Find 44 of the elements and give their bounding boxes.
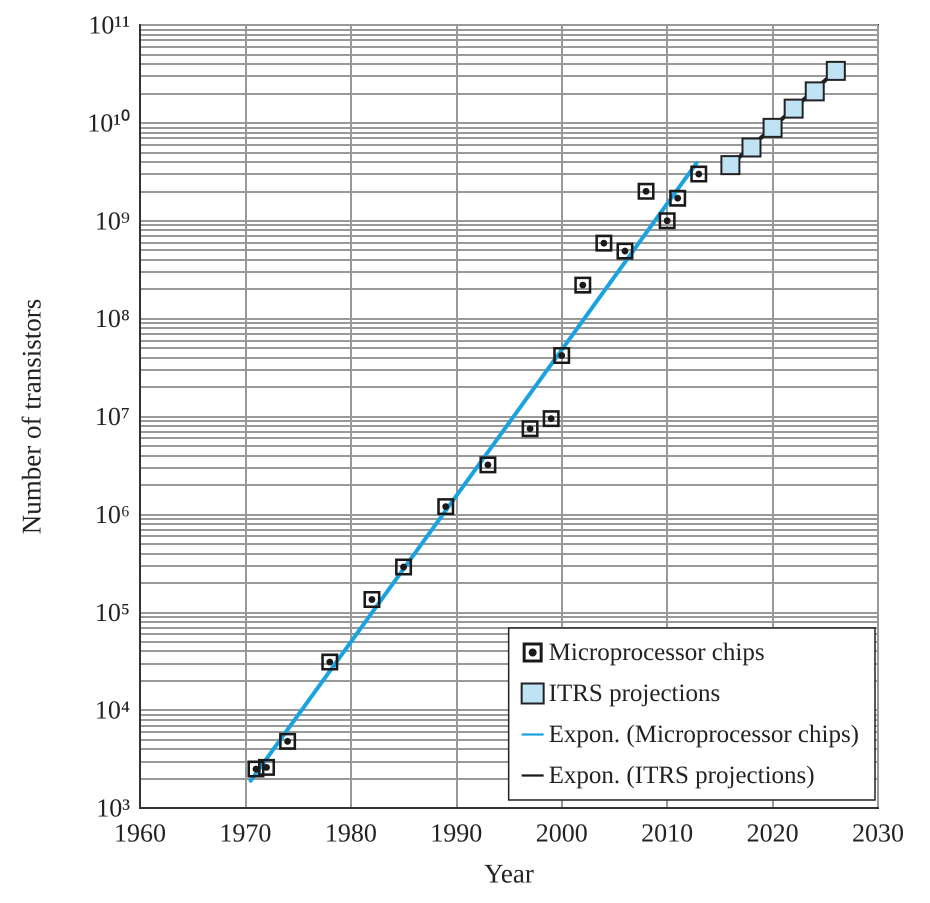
legend-label: ITRS projections (548, 680, 720, 707)
point (826, 60, 846, 81)
x-tick-label: 2010 (641, 818, 694, 848)
point (616, 242, 634, 260)
point (720, 155, 740, 176)
point (553, 347, 570, 364)
point (741, 138, 762, 158)
point (574, 276, 592, 294)
point (638, 182, 655, 200)
y-tick-label: 10¹⁰ (87, 108, 130, 138)
point (542, 410, 560, 428)
point (395, 558, 412, 576)
point (258, 758, 276, 776)
y-tick-label: 10⁹ (94, 206, 130, 236)
y-tick-label: 10⁸ (94, 304, 130, 334)
x-tick-label: 1970 (219, 818, 272, 848)
x-tick-label: 2020 (746, 818, 799, 848)
point (279, 732, 296, 750)
point (784, 98, 804, 119)
x-tick-label: 1980 (324, 818, 377, 848)
point (363, 590, 380, 608)
point (479, 456, 496, 474)
legend-label: Microprocessor chips (548, 639, 765, 666)
point (437, 498, 454, 516)
point (690, 166, 708, 183)
point (658, 212, 676, 230)
point (804, 81, 825, 102)
point (762, 118, 783, 138)
point (522, 420, 539, 438)
x-tick-label: 2030 (852, 818, 904, 848)
y-tick-label: 10⁵ (94, 598, 130, 627)
x-tick-label: 1990 (430, 818, 482, 848)
legend-label: Expon. (Microprocessor chips) (548, 721, 860, 748)
x-tick-label: 2000 (536, 818, 588, 848)
y-tick-label: 10⁴ (94, 696, 130, 725)
y-tick-label: 10⁷ (94, 402, 130, 431)
point (321, 654, 338, 671)
point (595, 234, 612, 252)
x-axis-title: Year (484, 858, 534, 888)
y-tick-label: 10⁶ (94, 500, 130, 529)
legend-label: Expon. (ITRS projections) (548, 762, 815, 789)
y-tick-label: 10¹¹ (88, 10, 130, 40)
y-axis-title: Number of transistors (16, 298, 46, 534)
point (669, 190, 686, 207)
